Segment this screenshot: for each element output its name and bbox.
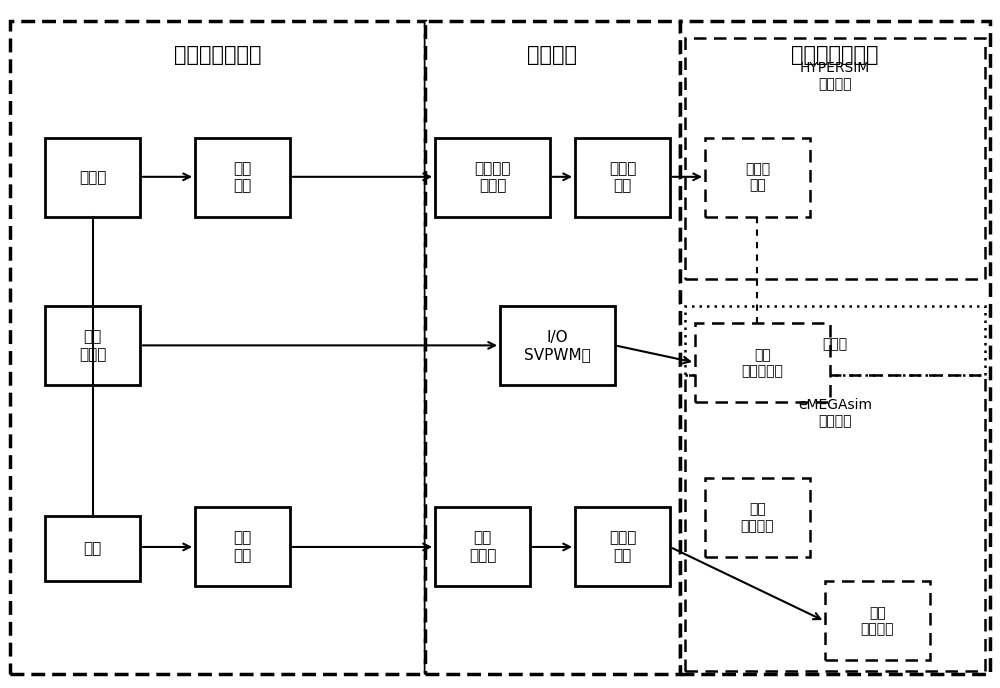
Text: 光伏
变流器模型: 光伏 变流器模型 [742,348,783,378]
Text: eMEGAsim
仿真系统: eMEGAsim 仿真系统 [798,398,872,428]
Text: 电压电流
模拟量: 电压电流 模拟量 [474,161,511,193]
Bar [10,21,425,674]
Text: 光伏: 光伏 [83,541,102,556]
Text: 光伏
受控模型: 光伏 受控模型 [861,606,894,636]
Bar [575,507,670,586]
Bar [45,516,140,581]
Bar [685,38,985,279]
Text: 仿真微电网系统: 仿真微电网系统 [791,45,879,65]
Bar [425,21,680,674]
Text: 通信系统: 通信系统 [528,45,578,65]
Text: HYPERSIM
仿真系统: HYPERSIM 仿真系统 [800,61,870,91]
Text: 物理微电网系统: 物理微电网系统 [174,45,261,65]
Bar [680,21,990,674]
Text: 功率放
大器: 功率放 大器 [609,530,636,563]
Text: 配电网
模型: 配电网 模型 [745,162,770,192]
Bar [195,507,290,586]
Bar [685,375,985,671]
Bar [825,581,930,660]
Text: 光伏
变流器: 光伏 变流器 [79,330,106,362]
Text: I/O
SVPWM波: I/O SVPWM波 [524,330,591,362]
Bar [45,138,140,217]
Text: 功率放
大器: 功率放 大器 [609,161,636,193]
Text: 配电网: 配电网 [79,170,106,184]
Text: 电流
模拟量: 电流 模拟量 [469,530,496,563]
Text: 通信机: 通信机 [822,337,848,351]
Bar [685,306,985,375]
Text: 光伏
数学模型: 光伏 数学模型 [741,503,774,533]
Bar [705,138,810,217]
Bar [45,306,140,385]
Bar [195,138,290,217]
Bar [695,323,830,402]
Text: 测控
保护: 测控 保护 [233,161,252,193]
Text: 测控
保护: 测控 保护 [233,530,252,563]
Bar [435,138,550,217]
Bar [500,306,615,385]
Bar [435,507,530,586]
Bar [705,478,810,557]
Bar [575,138,670,217]
